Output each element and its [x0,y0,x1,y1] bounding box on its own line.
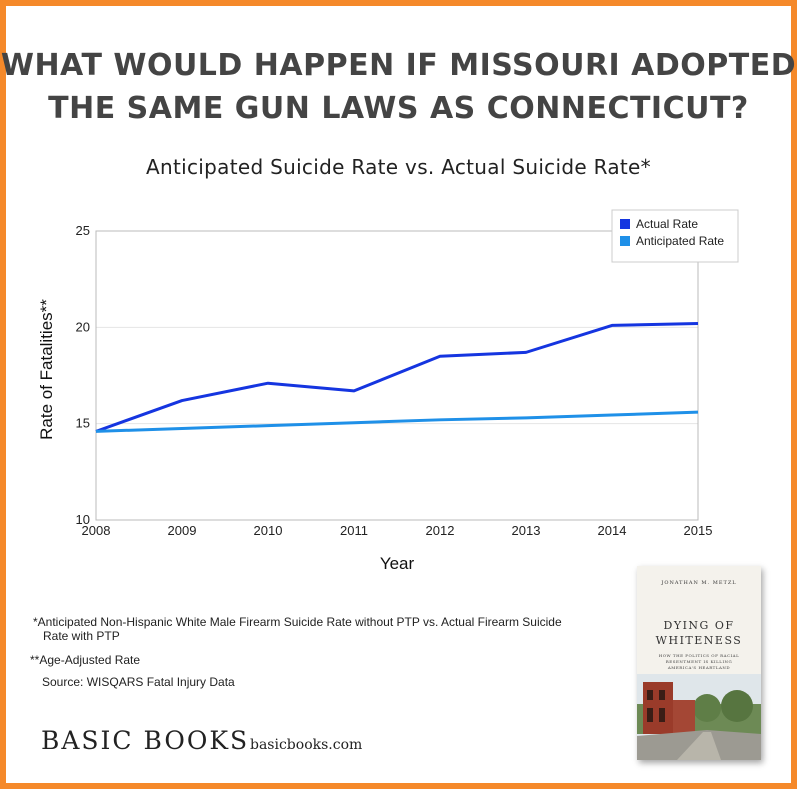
x-tick-label-2015: 2015 [684,523,713,538]
book-cover-image: JONATHAN M. METZL DYING OF WHITENESS HOW… [637,566,761,760]
legend-label-1: Anticipated Rate [636,234,724,248]
series-line-anticipated-rate [95,410,699,433]
x-tick-label-2009: 2009 [168,523,197,538]
x-tick-label-2012: 2012 [426,523,455,538]
series-line-actual-rate [95,321,699,433]
footnote-anticipated-line-2: Rate with PTP [43,629,120,643]
chart-series [95,321,699,433]
line-chart: 10 15 20 25 2008 2009 2010 2011 2012 2013 2014 201… [37,209,739,573]
chart-legend: Actual Rate Anticipated Rate [611,209,739,263]
x-tick-label-2011: 2011 [340,523,368,538]
book-title-line-1: DYING OF [663,619,735,632]
footnote-anticipated: *Anticipated Non-Hispanic White Male Fir… [33,615,573,643]
x-axis-label: Year [380,554,415,573]
y-tick-label-10: 10 [76,512,90,527]
book-subtitle: HOW THE POLITICS OF RACIAL RESENTMENT IS… [658,653,740,670]
headline-line-2: THE SAME GUN LAWS AS CONNECTICUT? [48,91,749,126]
book-cover-photo [637,674,761,760]
book-author: JONATHAN M. METZL [661,580,737,586]
x-tick-label-2008: 2008 [82,523,111,538]
headline-line-1: WHAT WOULD HAPPEN IF MISSOURI ADOPTED [0,48,797,83]
legend-swatch-1 [620,236,630,246]
publisher-website: basicbooks.com [250,737,363,753]
chart-grid [96,230,698,521]
footnote-age-adjusted: **Age-Adjusted Rate [30,653,141,667]
x-tick-label-2010: 2010 [254,523,283,538]
y-tick-label-20: 20 [76,319,90,334]
y-axis-label: Rate of Fatalities** [37,299,56,440]
book-title: DYING OF WHITENESS [637,618,761,648]
y-axis-ticks: 10 15 20 25 [76,223,90,527]
chart-title: Anticipated Suicide Rate vs. Actual Suic… [146,155,651,179]
x-tick-label-2014: 2014 [598,523,627,538]
x-axis-ticks: 2008 2009 2010 2011 2012 2013 2014 2015 [82,523,713,538]
y-tick-label-15: 15 [76,416,90,431]
legend-box [611,209,739,263]
footnote-anticipated-line-1: *Anticipated Non-Hispanic White Male Fir… [33,615,562,629]
y-tick-label-25: 25 [76,223,90,238]
x-tick-label-2013: 2013 [512,523,541,538]
legend-swatch-0 [620,219,630,229]
publisher-logo: BASIC BOOKS [41,726,250,755]
book-title-line-2: WHITENESS [655,634,743,647]
source-note: Source: WISQARS Fatal Injury Data [42,675,235,689]
legend-label-0: Actual Rate [636,217,698,231]
plot-area [95,230,699,521]
